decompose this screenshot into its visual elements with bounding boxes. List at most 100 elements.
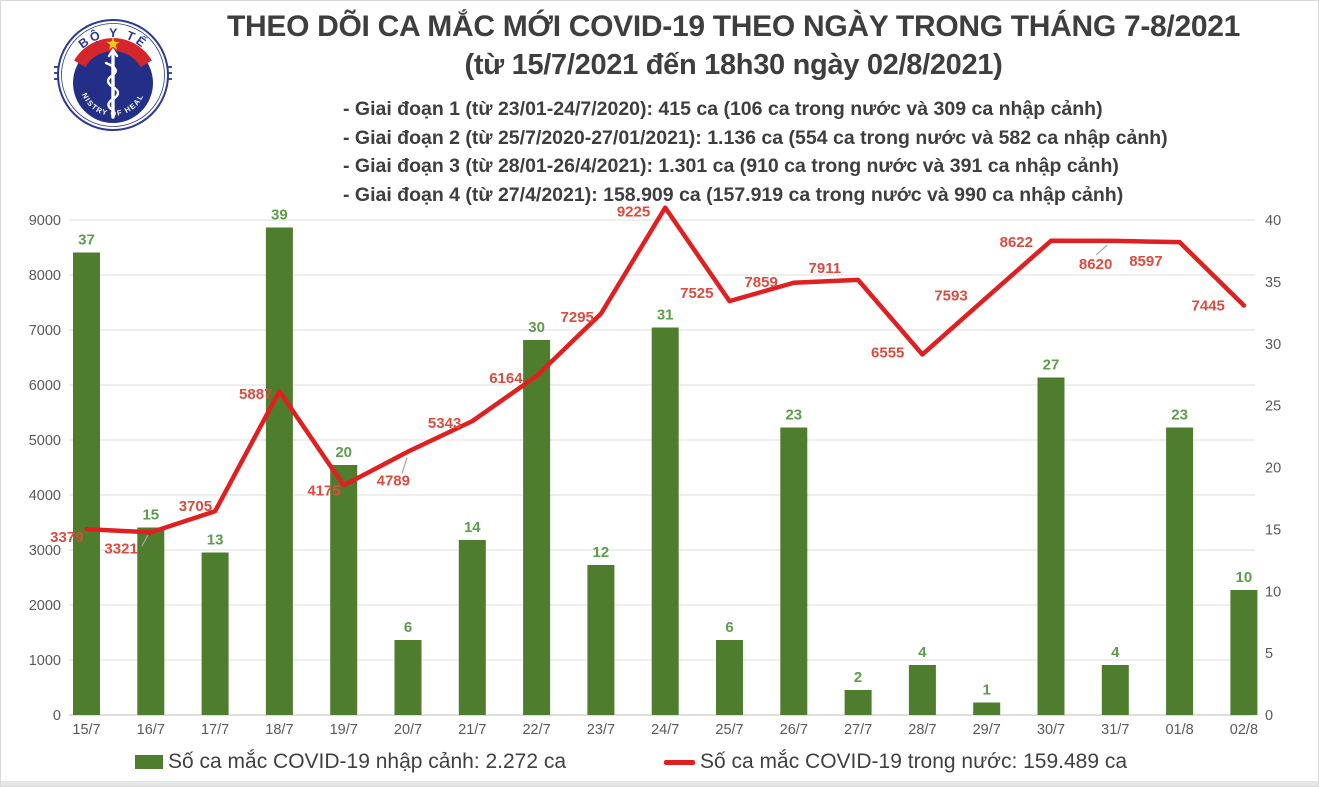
bar-17/7 [201,552,229,715]
line-value-label: 3321 [104,540,137,557]
bar-02/8 [1230,590,1258,715]
y-axis-left-label: 0 [53,708,61,724]
phase-note-4: - Giai đoạn 4 (từ 27/4/2021): 158.909 ca… [343,183,1124,206]
legend-line-swatch [664,760,695,765]
legend-label-domestic: Số ca mắc COVID-19 trong nước: 159.489 c… [700,750,1128,773]
line-value-label: 8620 [1079,256,1112,273]
bar-16/7 [137,527,165,715]
line-value-label: 7295 [561,309,594,326]
bar-value-label: 15 [142,507,159,524]
y-axis-left-label: 4000 [29,488,61,504]
bar-value-label: 23 [785,407,802,424]
line-value-label: 4175 [307,482,340,499]
x-axis-label: 20/7 [394,722,422,738]
x-axis-label: 21/7 [458,722,486,738]
line-value-label: 7911 [809,260,842,277]
y-axis-left-label: 5000 [29,433,61,449]
logo-star-icon [106,37,120,50]
x-axis-label: 17/7 [201,722,229,738]
x-axis-label: 18/7 [265,722,293,738]
x-axis-label: 16/7 [137,722,165,738]
bar-value-label: 37 [78,232,95,249]
y-axis-left-label: 9000 [29,213,61,229]
bar-value-label: 30 [528,319,545,336]
y-axis-left-label: 6000 [29,378,61,394]
bar-value-label: 20 [335,444,352,461]
bar-26/7 [780,427,808,715]
x-axis-label: 24/7 [651,722,679,738]
line-value-label: 5343 [428,415,461,432]
label-leader-line [1095,244,1108,256]
bar-20/7 [394,640,422,715]
y-axis-left-label: 7000 [29,323,61,339]
domestic-line [84,205,1247,535]
x-axis-label: 23/7 [587,722,615,738]
x-axis-label: 31/7 [1101,722,1129,738]
line-value-label: 6555 [871,344,904,361]
bar-27/7 [844,690,872,715]
x-axis-label: 30/7 [1037,722,1065,738]
phase-note-2: - Giai đoạn 2 (từ 25/7/2020-27/01/2021):… [343,126,1168,149]
phase-notes: - Giai đoạn 1 (từ 23/01-24/7/2020): 415 … [343,95,1168,209]
x-axis-label: 19/7 [330,722,358,738]
line-value-label: 3705 [179,498,212,515]
bar-value-label: 27 [1043,357,1060,374]
chart-header: THEO DÕI CA MẮC MỚI COVID-19 THEO NGÀY T… [151,9,1316,82]
bar-value-label: 2 [854,669,862,686]
bar-18/7 [265,227,293,715]
bar-23/7 [587,565,615,715]
bottom-strip [1,781,1318,786]
line-value-label: 8597 [1129,253,1162,270]
line-value-label: 4789 [377,473,410,490]
bar-value-label: 10 [1236,569,1253,586]
x-axis-label: 15/7 [72,722,100,738]
y-axis-left-label: 3000 [29,543,61,559]
bar-value-label: 14 [464,519,481,536]
legend-item-imported: Số ca mắc COVID-19 nhập cảnh: 2.272 ca [135,750,566,774]
bar-31/7 [1101,665,1129,715]
label-leader-line [401,457,408,474]
y-axis-left-label: 1000 [29,653,61,669]
x-axis-label: 27/7 [844,722,872,738]
y-axis-right-label: 40 [1265,213,1281,229]
bar-value-label: 31 [657,307,674,324]
logo-staff-icon [104,47,120,119]
line-value-label: 8622 [1000,234,1033,251]
line-value-label: 7859 [744,274,777,291]
line-value-label: 5887 [239,386,272,403]
x-axis-label: 25/7 [715,722,743,738]
x-axis-label: 28/7 [908,722,936,738]
legend-bar-swatch [135,755,163,769]
label-leader-line [141,535,149,547]
bar-30/7 [1037,377,1065,715]
bar-value-label: 4 [918,644,927,661]
bar-value-label: 13 [207,532,224,549]
y-axis-left-label: 2000 [29,598,61,614]
x-axis-label: 29/7 [973,722,1001,738]
phase-note-3: - Giai đoạn 3 (từ 28/01-26/4/2021): 1.30… [343,155,1119,177]
bar-value-label: 12 [593,544,610,561]
bar-value-label: 39 [271,207,288,224]
y-axis-left-label: 8000 [29,268,61,284]
bar-value-label: 23 [1171,407,1188,424]
legend-label-imported: Số ca mắc COVID-19 nhập cảnh: 2.272 ca [168,750,567,773]
y-axis-right-label: 5 [1265,646,1273,662]
line-value-label: 7593 [934,287,967,304]
line-value-label: 7525 [680,285,713,302]
phase-note-1: - Giai đoạn 1 (từ 23/01-24/7/2020): 415 … [343,98,1103,120]
bar-21/7 [458,540,486,715]
bar-22/7 [523,340,551,715]
bar-25/7 [716,640,743,715]
bar-24/7 [651,327,679,715]
y-axis-right-label: 0 [1265,708,1273,724]
line-value-label: 9225 [617,204,650,221]
x-axis-label: 26/7 [780,722,808,738]
y-axis-right-label: 10 [1265,584,1281,600]
page-subtitle: (từ 15/7/2021 đến 18h30 ngày 02/8/2021) [464,49,1003,81]
bar-value-label: 6 [725,619,733,636]
x-axis-label: 01/8 [1165,722,1193,738]
y-axis-right-label: 35 [1265,275,1281,291]
bar-01/8 [1166,427,1194,715]
